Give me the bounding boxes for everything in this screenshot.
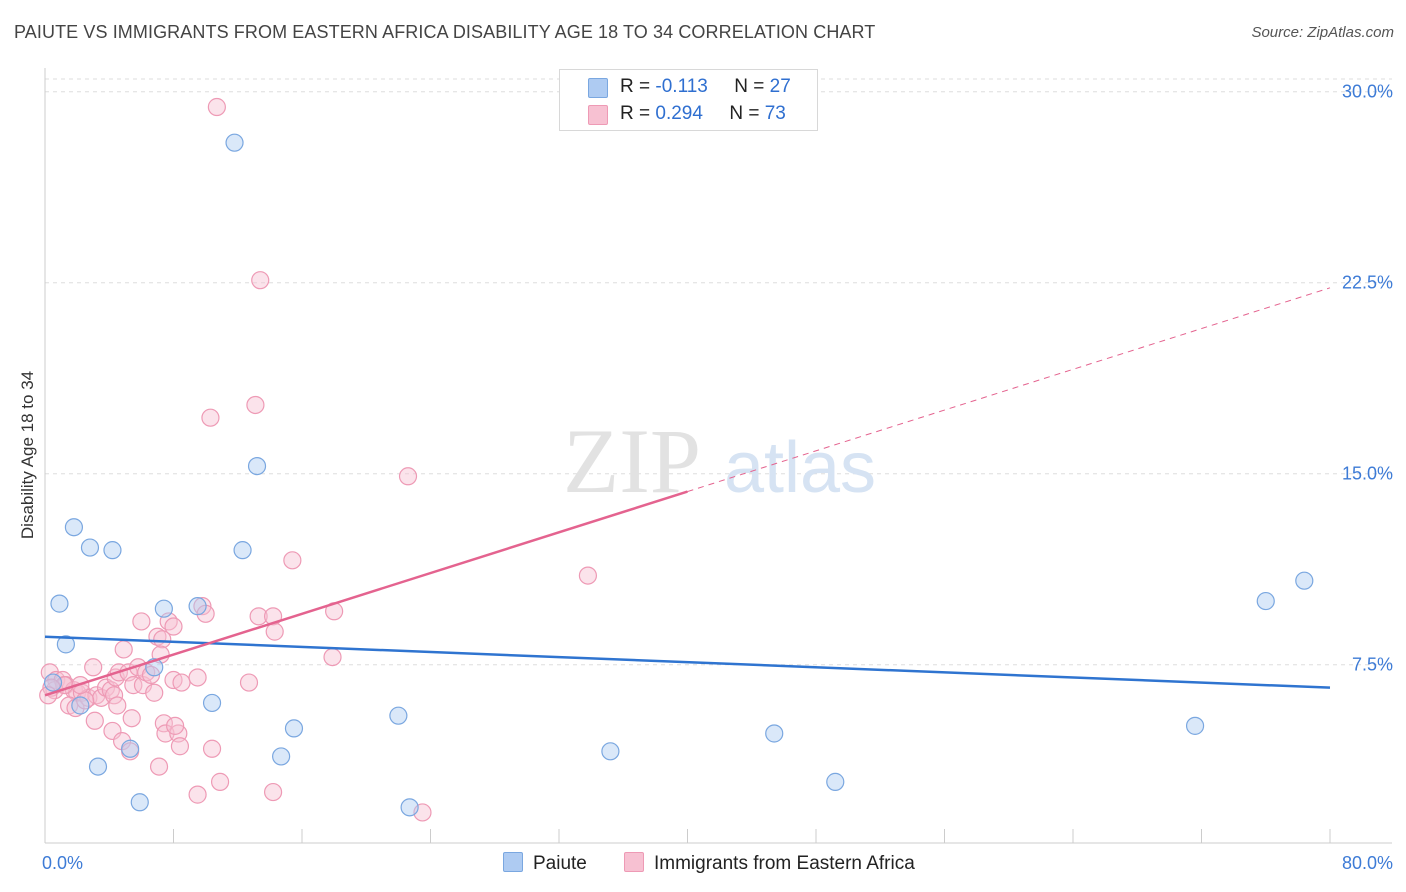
legend-n-label: N =	[729, 103, 760, 124]
y-tick-label: 22.5%	[1342, 273, 1393, 293]
paiute-point	[50, 594, 69, 613]
eastern-africa-point	[164, 617, 183, 636]
paiute-point	[202, 693, 222, 713]
paiute-point	[121, 739, 140, 758]
eastern-africa-point	[166, 716, 185, 735]
eastern-africa-legend-label: Immigrants from Eastern Africa	[654, 853, 915, 874]
x-tick-label: 80.0%	[1342, 853, 1393, 873]
eastern-africa-point	[132, 612, 151, 631]
legend-r-label: R =	[620, 76, 651, 97]
paiute-n-value: 27	[769, 76, 791, 97]
gridlines	[45, 78, 1392, 666]
chart-title: PAIUTE VS IMMIGRANTS FROM EASTERN AFRICA…	[14, 22, 876, 42]
paiute-point	[56, 635, 75, 654]
paiute-point	[1256, 591, 1275, 611]
eastern-africa-point	[323, 647, 342, 667]
tick-labels: 7.5% 15.0% 22.5% 30.0% 0.0% 80.0%	[42, 82, 1393, 873]
paiute-point	[43, 673, 63, 692]
eastern-africa-point	[87, 686, 106, 705]
y-tick-label: 7.5%	[1352, 655, 1393, 675]
eastern-africa-point	[283, 551, 302, 570]
paiute-point	[88, 757, 108, 776]
paiute-point	[154, 599, 173, 618]
eastern-africa-point	[246, 395, 265, 415]
paiute-point	[71, 696, 90, 715]
legend-r-label: R =	[620, 103, 651, 124]
eastern-africa-point	[122, 709, 141, 728]
eastern-africa-point	[114, 640, 133, 659]
paiute-point	[601, 742, 620, 761]
eastern-africa-point	[398, 467, 418, 486]
eastern-africa-point	[265, 622, 284, 641]
eastern-africa-n-value: 73	[764, 103, 786, 124]
points-eastern-africa	[39, 97, 598, 822]
paiute-point	[826, 772, 845, 791]
source-label: Source: ZipAtlas.com	[1251, 24, 1394, 41]
paiute-legend-label: Paiute	[533, 853, 587, 874]
eastern-africa-point	[188, 785, 207, 804]
eastern-africa-legend-swatch	[624, 852, 644, 872]
paiute-point	[389, 706, 408, 725]
eastern-africa-point	[149, 757, 169, 776]
paiute-point	[1185, 716, 1205, 735]
legend-n-label: N =	[734, 76, 765, 97]
bottom-legend-paiute: Paiute	[503, 852, 587, 875]
axes	[44, 68, 1392, 844]
eastern-africa-point	[170, 737, 190, 756]
eastern-africa-point	[66, 698, 85, 718]
eastern-africa-point	[84, 658, 103, 677]
eastern-africa-point	[172, 673, 191, 692]
paiute-point	[247, 456, 267, 476]
eastern-africa-point	[251, 271, 270, 290]
eastern-africa-point	[207, 97, 226, 117]
paiute-point	[103, 541, 122, 560]
trend-lines	[44, 287, 1331, 697]
eastern-africa-trend-extension	[687, 287, 1331, 493]
paiute-point	[233, 541, 252, 560]
paiute-point	[188, 597, 207, 616]
paiute-point	[765, 724, 784, 743]
eastern-africa-point	[578, 566, 598, 585]
eastern-africa-point	[188, 668, 207, 687]
paiute-point	[130, 793, 149, 812]
eastern-africa-point	[108, 696, 127, 715]
paiute-point	[284, 719, 304, 738]
eastern-africa-point	[239, 673, 259, 692]
eastern-africa-point	[156, 724, 175, 743]
y-tick-label: 15.0%	[1342, 464, 1393, 484]
eastern-africa-point	[263, 782, 283, 802]
paiute-point	[64, 518, 84, 537]
eastern-africa-point	[85, 711, 104, 730]
eastern-africa-swatch	[588, 105, 608, 125]
eastern-africa-point	[249, 607, 268, 626]
x-tick-label: 0.0%	[42, 853, 83, 873]
eastern-africa-point	[124, 676, 143, 695]
paiute-point	[225, 133, 244, 152]
paiute-point	[272, 747, 291, 766]
paiute-legend-swatch	[503, 852, 523, 872]
eastern-africa-point	[202, 739, 222, 758]
correlation-legend: R = -0.113 N = 27 R = 0.294 N = 73	[559, 69, 818, 131]
watermark-atlas: atlas	[724, 428, 876, 508]
paiute-point	[80, 538, 100, 557]
eastern-africa-point	[201, 408, 220, 427]
eastern-africa-point	[104, 686, 124, 705]
watermark: ZIP atlas	[563, 410, 876, 512]
eastern-africa-point	[153, 630, 172, 649]
paiute-r-value: -0.113	[655, 76, 708, 97]
watermark-zip: ZIP	[563, 410, 701, 512]
paiute-trend-line	[44, 635, 1331, 689]
paiute-point	[1295, 571, 1314, 590]
bottom-legend-eastern-africa: Immigrants from Eastern Africa	[624, 852, 915, 875]
eastern-africa-r-value: 0.294	[655, 103, 703, 124]
eastern-africa-point	[145, 683, 164, 702]
paiute-point	[400, 798, 419, 817]
eastern-africa-trend-line	[44, 490, 688, 697]
y-tick-label: 30.0%	[1342, 82, 1393, 102]
paiute-swatch	[588, 78, 608, 98]
eastern-africa-point	[210, 772, 230, 791]
points-paiute	[43, 133, 1314, 817]
